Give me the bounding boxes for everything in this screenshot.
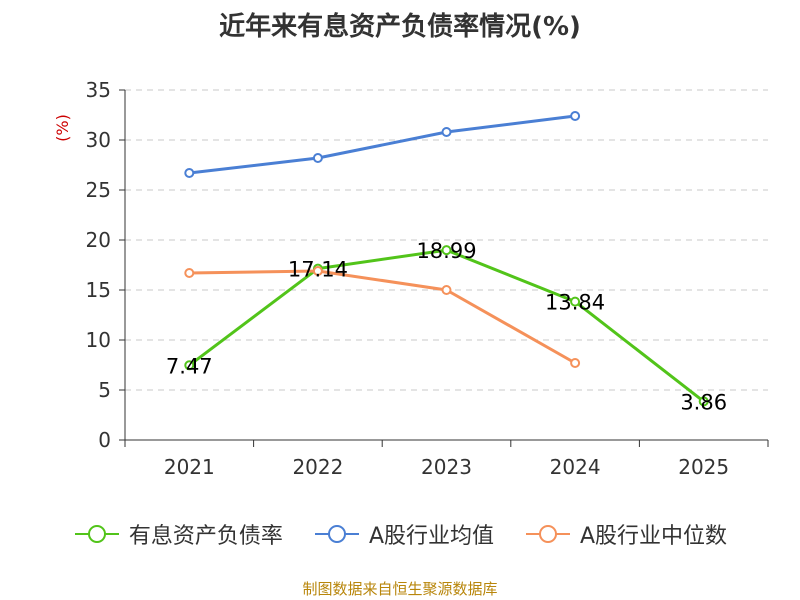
data-point [441,245,452,256]
series-lines [184,111,709,407]
x-tick-label: 2025 [678,455,729,479]
data-point [441,285,452,295]
legend-item-interest-debt-ratio[interactable]: 有息资产负债率 [73,518,283,550]
y-tick-label: 35 [86,78,111,102]
data-point [570,358,581,368]
y-unit-label: (%) [53,114,72,142]
y-tick-label: 0 [98,428,111,452]
chart-title: 近年来有息资产负债率情况(%) [219,12,581,42]
legend: 有息资产负债率 A股行业均值 A股行业中位数 [0,518,800,550]
legend-label: A股行业中位数 [580,524,728,549]
series-line-2 [189,269,576,365]
data-point [184,168,195,178]
x-tick-label: 2021 [164,455,215,479]
legend-label: 有息资产负债率 [128,524,283,549]
y-tick-label: 15 [86,278,111,302]
data-label: 17.14 [288,258,348,282]
legend-marker-icon [74,525,119,543]
data-source-note: 制图数据来自恒生聚源数据库 [302,580,498,598]
data-label: 18.99 [416,239,476,263]
y-tick-label: 30 [86,128,111,152]
legend-label: A股行业均值 [368,524,494,549]
data-point [184,268,195,278]
data-point [570,296,581,307]
data-label: 7.47 [166,354,213,378]
y-tick-label: 5 [98,378,111,402]
y-tick-label: 10 [86,328,111,352]
data-labels: 7.47 17.14 18.99 13.84 3.86 [166,239,727,414]
data-label: 3.86 [680,390,727,414]
y-tick-label: 25 [86,178,111,202]
data-point [184,360,195,371]
data-label: 13.84 [545,291,605,315]
data-point [698,396,709,407]
legend-item-industry-mean[interactable]: A股行业均值 [313,518,494,550]
legend-marker-icon [314,525,359,543]
y-tick-label: 20 [86,228,111,252]
data-point [441,127,452,137]
series-line-1 [189,114,576,175]
data-point [312,266,323,276]
x-tick-label: 2022 [292,455,343,479]
data-point [312,153,323,163]
legend-item-industry-median[interactable]: A股行业中位数 [524,518,727,550]
x-tick-label: 2023 [421,455,472,479]
legend-marker-icon [526,525,570,543]
x-tick-label: 2024 [550,455,601,479]
data-point [570,111,581,121]
